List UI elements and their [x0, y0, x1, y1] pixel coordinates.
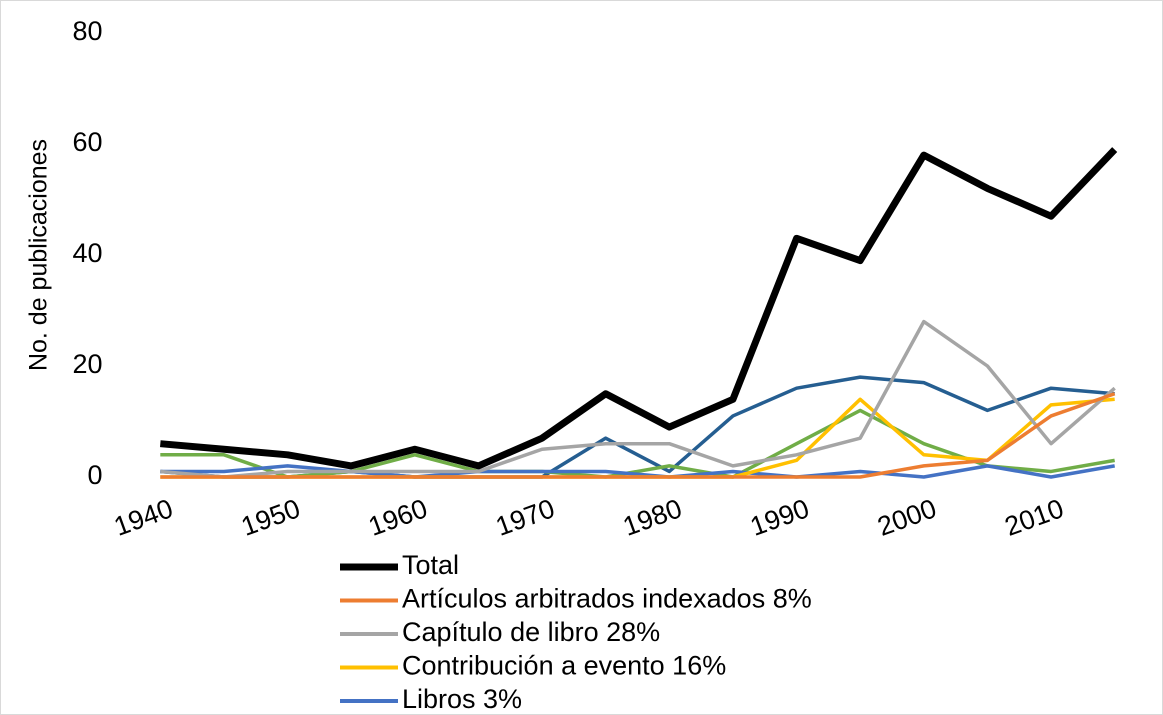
- y-tick-label: 0: [87, 460, 102, 490]
- series-line: [160, 464, 1115, 479]
- legend-label: Capítulo de libro 28%: [402, 617, 660, 647]
- legend-label: Total: [402, 550, 459, 580]
- y-axis-label: No. de publicaciones: [25, 139, 53, 371]
- legend-label: Contribución a evento 16%: [402, 651, 726, 681]
- y-tick-label: 80: [72, 16, 102, 46]
- y-tick-label: 60: [72, 127, 102, 157]
- series-line: [160, 408, 1115, 479]
- series-line: [160, 319, 1116, 479]
- series-line: [160, 147, 1118, 470]
- legend-label: Libros 3%: [402, 684, 522, 714]
- y-tick-label: 40: [72, 238, 102, 268]
- y-tick-label: 20: [72, 349, 102, 379]
- legend-label: Artículos arbitrados indexados 8%: [402, 584, 812, 614]
- series-line: [160, 392, 1116, 479]
